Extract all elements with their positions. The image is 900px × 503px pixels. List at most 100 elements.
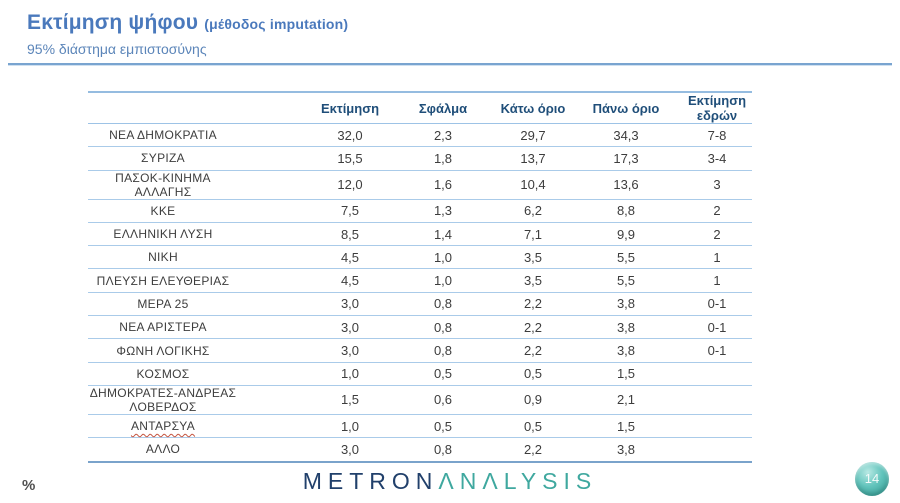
estimate-cell: 8,5: [238, 222, 398, 247]
percent-footnote: %: [22, 477, 36, 494]
estimate-cell: 3,0: [340, 441, 360, 457]
table-row: ΚΟΣΜΟΣ 1,0 0,5 0,5 1,5: [88, 362, 752, 386]
metron-analysis-logo: METRONΛNΛLYSIS: [303, 468, 598, 495]
lower-bound-cell: 2,2: [523, 441, 543, 457]
table-row: ΑΝΤΑΡΣΥΑ 1,0 0,5 0,5 1,5: [88, 414, 752, 439]
column-header-error: Σφάλμα: [398, 92, 488, 124]
column-header-upper: Πάνω όριο: [578, 92, 668, 124]
party-cell: ΚΚΕ: [88, 199, 238, 223]
results-table-wrap: Εκτίμηση Σφάλμα Κάτω όριο Πάνω όριο Εκτί…: [88, 91, 752, 463]
table-body: ΝΕΑ ΔΗΜΟΚΡΑΤΙΑ 32,0 2,3 29,7 34,3 7-8 ΣΥ…: [88, 123, 752, 462]
page-title-suffix: (μέθοδος imputation): [204, 16, 349, 32]
table-row: ΕΛΛΗΝΙΚΗ ΛΥΣΗ 8,5 1,4 7,1 9,9 2: [88, 222, 752, 247]
party-cell: ΕΛΛΗΝΙΚΗ ΛΥΣΗ: [88, 222, 238, 247]
error-cell: 0,6: [398, 385, 488, 415]
estimate-cell: 3,0: [238, 315, 398, 340]
upper-bound-cell: 3,8: [578, 338, 668, 363]
upper-bound-cell: 1,5: [578, 414, 668, 439]
table-header: Εκτίμηση Σφάλμα Κάτω όριο Πάνω όριο Εκτί…: [88, 92, 752, 124]
table-row: ΠΛΕΥΣΗ ΕΛΕΥΘΕΡΙΑΣ 4,5 1,0 3,5 5,5 1: [88, 268, 752, 293]
estimate-cell: 12,0: [238, 170, 398, 200]
estimate-cell: 7,5: [238, 199, 398, 223]
upper-bound-cell: 17,3: [578, 146, 668, 171]
error-cell: 0,8: [398, 315, 488, 340]
lower-bound-cell: 10,4: [488, 170, 578, 200]
lower-bound-cell: 0,5: [488, 414, 578, 439]
estimate-cell: 1,0: [238, 362, 398, 386]
lower-bound-cell: 7,1: [488, 222, 578, 247]
table-row: ΜΕΡΑ 25 3,0 0,8 2,2 3,8 0-1: [88, 292, 752, 317]
seats-cell: 1: [668, 268, 752, 293]
seats-cell: 0-1: [668, 315, 752, 340]
column-header-seats: Εκτίμηση εδρών: [668, 92, 752, 124]
header-row: Εκτίμηση Σφάλμα Κάτω όριο Πάνω όριο Εκτί…: [88, 92, 752, 124]
seats-cell: 3: [668, 170, 752, 200]
party-cell: ΣΥΡΙΖΑ: [88, 146, 238, 171]
party-cell: ΝΕΑ ΑΡΙΣΤΕΡΑ: [88, 315, 238, 340]
seats-cell: [668, 438, 752, 462]
page-subtitle: 95% διάστημα εμπιστοσύνης: [27, 41, 207, 57]
estimate-cell: 3,0: [238, 338, 398, 363]
error-cell: 1,6: [398, 170, 488, 200]
upper-bound-cell: 1,5: [578, 362, 668, 386]
seats-cell: 2: [668, 222, 752, 247]
party-cell: ΠΛΕΥΣΗ ΕΛΕΥΘΕΡΙΑΣ: [88, 268, 238, 293]
seats-cell: 7-8: [668, 123, 752, 148]
upper-bound-cell: 5,5: [578, 245, 668, 270]
upper-bound-cell: 34,3: [578, 123, 668, 148]
page-title-text: Εκτίμηση ψήφου: [27, 11, 199, 34]
upper-bound-cell: 5,5: [578, 268, 668, 293]
column-header-estimate: Εκτίμηση: [238, 92, 398, 124]
party-cell: ΑΛΛΟ: [145, 442, 181, 457]
seats-cell: [668, 414, 752, 439]
seats-cell: [668, 362, 752, 386]
error-cell: 1,4: [398, 222, 488, 247]
seats-cell: 0-1: [668, 338, 752, 363]
table-row: ΣΥΡΙΖΑ 15,5 1,8 13,7 17,3 3-4: [88, 146, 752, 171]
party-cell: ΚΟΣΜΟΣ: [88, 362, 238, 386]
table-row: ΝΙΚΗ 4,5 1,0 3,5 5,5 1: [88, 245, 752, 270]
results-table: Εκτίμηση Σφάλμα Κάτω όριο Πάνω όριο Εκτί…: [88, 91, 752, 463]
error-cell: 0,5: [398, 362, 488, 386]
page-title: Εκτίμηση ψήφου (μέθοδος imputation): [27, 11, 348, 35]
upper-bound-cell: 8,8: [578, 199, 668, 223]
lower-bound-cell: 2,2: [488, 292, 578, 317]
error-cell: 1,0: [398, 268, 488, 293]
estimate-cell: 1,5: [238, 385, 398, 415]
page-number-badge: 14: [855, 462, 889, 496]
error-cell: 1,0: [398, 245, 488, 270]
seats-cell: 0-1: [668, 292, 752, 317]
table-row: ΝΕΑ ΑΡΙΣΤΕΡΑ 3,0 0,8 2,2 3,8 0-1: [88, 315, 752, 340]
upper-bound-cell: 3,8: [578, 315, 668, 340]
logo-analysis-text: ΛNΛLYSIS: [438, 468, 598, 494]
party-cell: ΜΕΡΑ 25: [88, 292, 238, 317]
party-cell: ΝΕΑ ΔΗΜΟΚΡΑΤΙΑ: [88, 123, 238, 148]
lower-bound-cell: 2,2: [488, 338, 578, 363]
error-cell: 1,3: [398, 199, 488, 223]
upper-bound-cell: 9,9: [578, 222, 668, 247]
party-cell: ΦΩΝΗ ΛΟΓΙΚΗΣ: [88, 338, 238, 363]
logo-metron-text: METRON: [302, 468, 439, 494]
column-header-lower: Κάτω όριο: [488, 92, 578, 124]
seats-cell: [668, 385, 752, 415]
party-cell: ΝΙΚΗ: [88, 245, 238, 270]
table-row: ΑΛΛΟ 3,0 0,8 2,2 3,8: [88, 438, 752, 462]
upper-bound-cell: 3,8: [578, 292, 668, 317]
lower-bound-cell: 2,2: [488, 315, 578, 340]
lower-bound-cell: 13,7: [488, 146, 578, 171]
estimate-cell: 15,5: [238, 146, 398, 171]
table-row: ΝΕΑ ΔΗΜΟΚΡΑΤΙΑ 32,0 2,3 29,7 34,3 7-8: [88, 123, 752, 148]
title-divider: [8, 63, 892, 66]
table-row: ΠΑΣΟΚ-ΚΙΝΗΜΑ ΑΛΛΑΓΗΣ 12,0 1,6 10,4 13,6 …: [88, 170, 752, 200]
error-cell: 0,5: [398, 414, 488, 439]
upper-bound-cell: 3,8: [616, 441, 636, 457]
party-cell: ΑΝΤΑΡΣΥΑ: [88, 414, 238, 439]
estimate-cell: 32,0: [238, 123, 398, 148]
seats-cell: 3-4: [668, 146, 752, 171]
error-cell: 0,8: [398, 292, 488, 317]
estimate-cell: 4,5: [238, 268, 398, 293]
table-row: ΦΩΝΗ ΛΟΓΙΚΗΣ 3,0 0,8 2,2 3,8 0-1: [88, 338, 752, 363]
table-row: ΚΚΕ 7,5 1,3 6,2 8,8 2: [88, 199, 752, 223]
seats-cell: 2: [668, 199, 752, 223]
